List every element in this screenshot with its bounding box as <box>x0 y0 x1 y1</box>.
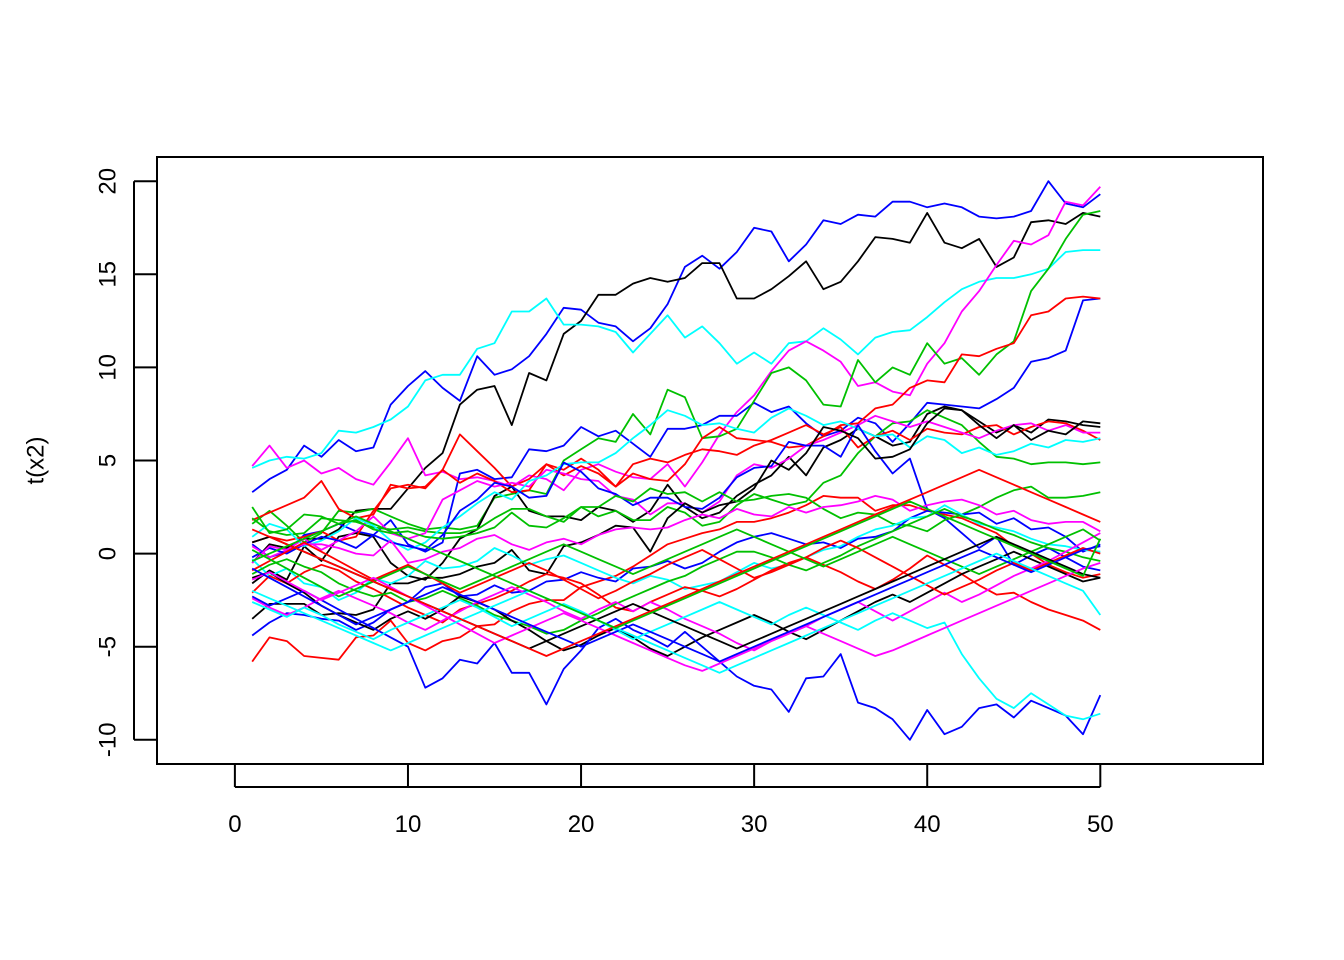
y-tick-label: 15 <box>95 261 122 288</box>
series-line-17 <box>251 494 1101 564</box>
series-line-33 <box>251 500 1102 629</box>
y-tick-label: 0 <box>95 547 122 560</box>
series-line-29 <box>251 562 1101 672</box>
series-line-27 <box>251 528 1101 598</box>
x-tick-label: 40 <box>914 811 941 838</box>
plot-frame <box>156 156 1264 765</box>
series-line-7 <box>251 295 1101 521</box>
y-tick-label: 5 <box>95 454 122 467</box>
x-tick-label: 50 <box>1087 811 1114 838</box>
series-line-4 <box>251 186 1101 492</box>
series-layer <box>251 180 1102 741</box>
series-line-30 <box>251 545 1101 663</box>
series-line-3 <box>251 249 1101 469</box>
series-line-24 <box>251 589 1102 741</box>
y-tick-label: 20 <box>95 168 122 195</box>
y-tick-label: -5 <box>95 636 122 657</box>
x-tick-label: 0 <box>228 811 241 838</box>
series-line-2 <box>251 211 1101 564</box>
series-line-5 <box>251 297 1101 559</box>
series-line-13 <box>251 424 1101 572</box>
series-line-23 <box>251 532 1101 652</box>
y-tick-label: 10 <box>95 354 122 381</box>
x-tick-label: 20 <box>568 811 595 838</box>
x-tick-label: 30 <box>741 811 768 838</box>
series-line-26 <box>251 539 1101 600</box>
series-line-20 <box>251 554 1101 631</box>
series-line-14 <box>251 494 1101 663</box>
series-line-21 <box>251 507 1101 635</box>
series-line-10 <box>251 420 1101 544</box>
x-tick-label: 10 <box>395 811 422 838</box>
y-axis: -10 -5 0 5 10 15 20 <box>95 168 157 757</box>
series-line-15 <box>251 407 1101 620</box>
series-line-32 <box>251 468 1101 657</box>
series-line-19 <box>251 504 1101 601</box>
series-line-1 <box>251 180 1101 493</box>
series-line-22 <box>251 550 1101 657</box>
y-axis-label: t(x2) <box>23 437 50 485</box>
series-line-25 <box>251 599 1101 721</box>
y-tick-label: -10 <box>95 722 122 757</box>
series-line-11 <box>251 414 1101 559</box>
series-line-31 <box>251 552 1102 674</box>
x-axis: 0 10 20 30 40 50 <box>228 764 1114 838</box>
